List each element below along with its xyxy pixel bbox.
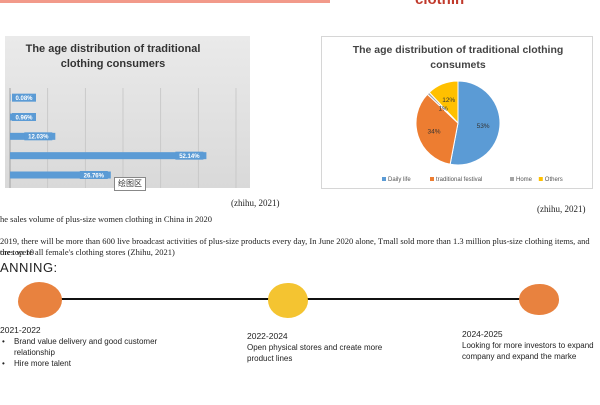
- pie-slice: [428, 80, 459, 125]
- bar-chart-title-line1: The age distribution of traditional: [26, 43, 201, 55]
- planning-heading: ANNING:: [0, 260, 58, 275]
- pie-chart-source: (zhihu, 2021): [537, 204, 586, 214]
- timeline-2-line-2: product lines: [247, 354, 293, 363]
- bar-chart-panel: The age distribution of traditional clot…: [1, 36, 250, 218]
- timeline-1-bullet-1-cont: relationship: [14, 348, 55, 357]
- timeline-marker-2021: [18, 282, 62, 318]
- bar-data-label: 0.96%: [15, 115, 33, 121]
- timeline-1-bullet-2: Hire more talent: [14, 359, 71, 368]
- bar-data-label-bg: [79, 171, 108, 179]
- timeline-year-3: 2024-2025: [462, 329, 503, 339]
- paragraph-line-1: 2019, there will be more than 600 live b…: [0, 236, 590, 257]
- pie-data-label: 34%: [428, 128, 441, 135]
- pie-legend-label: traditional festival: [436, 177, 482, 183]
- pie-legend-swatch: [382, 177, 386, 181]
- pie-slice: [415, 93, 459, 165]
- bar-data-label: 12.03%: [28, 135, 49, 141]
- timeline-3-line-2: company and expand the marke: [462, 352, 577, 361]
- timeline-year-2: 2022-2024: [247, 331, 288, 341]
- pie-legend-swatch: [430, 177, 434, 181]
- bar-chart: The age distribution of traditional clot…: [1, 43, 246, 218]
- bar-data-label: 0.08%: [15, 96, 33, 102]
- timeline-marker-2024: [519, 284, 559, 315]
- pie-legend-label: Others: [545, 177, 563, 183]
- pie-data-label: 12%: [442, 97, 455, 104]
- bar-chart-title-line2: clothing consumers: [61, 58, 166, 70]
- pie-chart-panel: The age distribution of traditional clot…: [321, 36, 593, 189]
- pie-data-label: 53%: [477, 123, 490, 130]
- timeline-3-line-1: Looking for more investors to expand: [462, 341, 594, 350]
- pie-slice: [449, 80, 501, 166]
- timeline-2-line-1: Open physical stores and create more: [247, 343, 383, 352]
- bar-chart-source: (zhihu, 2021): [231, 198, 280, 208]
- plot-area-tooltip: 绘图区: [114, 177, 146, 191]
- top-partial-text: clothin: [415, 0, 464, 8]
- bar-data-label: 52.14%: [179, 154, 200, 160]
- timeline-marker-2022: [268, 283, 308, 318]
- bar-data-label-bg: [24, 132, 53, 141]
- bar-data-label-bg: [175, 151, 204, 160]
- bar: [10, 152, 207, 160]
- top-accent-bar: [0, 0, 330, 3]
- bar: [10, 171, 111, 179]
- timeline-text-3: Looking for more investors to expand com…: [462, 340, 594, 362]
- pie-legend-label: Daily life: [388, 177, 411, 183]
- pie-legend-swatch: [510, 177, 514, 181]
- bar-data-label: 26.76%: [84, 173, 105, 179]
- pie-chart-title-line2: consumets: [430, 59, 486, 71]
- pie-chart-title-line1: The age distribution of traditional clot…: [353, 44, 564, 56]
- timeline-year-1: 2021-2022: [0, 325, 41, 335]
- timeline-1-bullet-1: Brand value delivery and good customer: [14, 337, 158, 346]
- pie-chart: The age distribution of traditional clot…: [353, 44, 564, 183]
- timeline-text-1: • Brand value delivery and good customer …: [2, 337, 158, 368]
- bar: [10, 94, 11, 102]
- pie-legend-swatch: [538, 177, 543, 181]
- pie-legend-label: Home: [516, 177, 533, 183]
- bar-data-label-bg: [12, 113, 36, 121]
- sales-volume-caption: he sales volume of plus-size women cloth…: [0, 214, 212, 224]
- bar-data-label-bg: [12, 93, 36, 102]
- bar: [10, 113, 14, 121]
- timeline-text-2: Open physical stores and create more pro…: [247, 342, 382, 364]
- paragraph-line-2: ores were all female's clothing stores (…: [0, 247, 175, 257]
- pie-data-label: 1%: [438, 106, 448, 113]
